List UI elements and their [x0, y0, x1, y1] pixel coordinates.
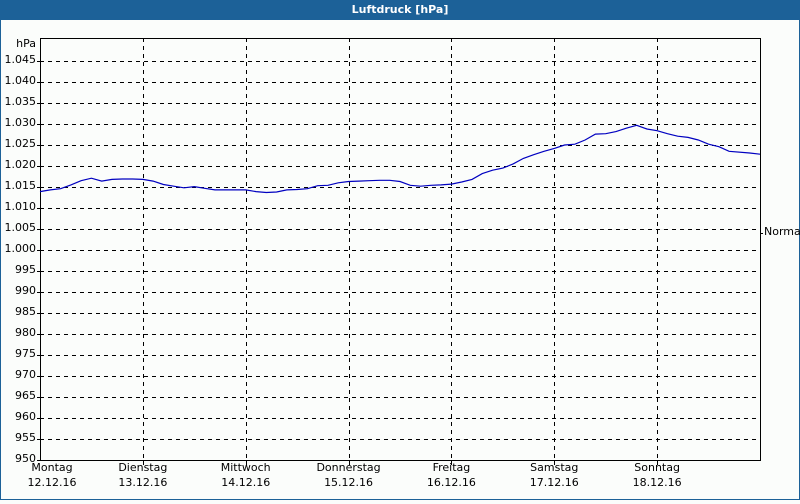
y-tick-label: 1.000: [4, 242, 37, 255]
x-tick-day-label: Dienstag: [118, 461, 168, 474]
x-tick-day-label: Sonntag: [634, 461, 680, 474]
x-tick-date-label: 18.12.16: [632, 476, 682, 489]
x-tick-day-label: Donnerstag: [316, 461, 381, 474]
x-tick-day-label: Mittwoch: [220, 461, 271, 474]
chart-area: 950 955 960 965 970 975 980 985 990 995 1.000 1.005…: [0, 20, 800, 500]
x-tick-day-label: Freitag: [432, 461, 471, 474]
y-tick-label: 1.005: [4, 221, 37, 234]
y-tick-label: 970: [15, 368, 36, 381]
x-tick-date-label: 13.12.16: [118, 476, 168, 489]
y-tick-label: 1.020: [4, 158, 37, 171]
y-tick-label: 1.025: [4, 137, 37, 150]
y-tick-label: 995: [15, 263, 36, 276]
y-tick-label: 1.030: [4, 116, 37, 129]
y-tick-label: 965: [15, 389, 36, 402]
x-tick-date-label: 14.12.16: [221, 476, 271, 489]
y-tick-label: 985: [15, 305, 36, 318]
pressure-line-chart: [37, 38, 763, 465]
x-tick-date-label: 12.12.16: [27, 476, 77, 489]
y-tick-label: 1.045: [4, 53, 37, 66]
chart-title-bar: Luftdruck [hPa]: [0, 0, 800, 20]
y-tick-label: 1.035: [4, 95, 37, 108]
pressure-series-line: [39, 124, 761, 194]
y-tick-label: 975: [15, 347, 36, 360]
y-tick-label: 1.010: [4, 200, 37, 213]
y-tick-label: 1.015: [4, 179, 37, 192]
y-tick-label: 1.040: [4, 74, 37, 87]
x-tick-date-label: 15.12.16: [324, 476, 374, 489]
x-tick-date-label: 17.12.16: [529, 476, 579, 489]
y-tick-label: 980: [15, 326, 36, 339]
y-axis-unit: hPa: [16, 37, 36, 50]
y-tick-label: 960: [15, 410, 36, 423]
normal-reference-label: Normal: [764, 225, 800, 239]
chart-title: Luftdruck [hPa]: [351, 3, 449, 16]
y-tick-label: 950: [15, 452, 36, 465]
x-tick-day-label: Montag: [31, 461, 73, 474]
x-tick-day-label: Samstag: [530, 461, 579, 474]
y-tick-label: 990: [15, 284, 36, 297]
x-tick-date-label: 16.12.16: [426, 476, 476, 489]
y-tick-label: 955: [15, 431, 36, 444]
